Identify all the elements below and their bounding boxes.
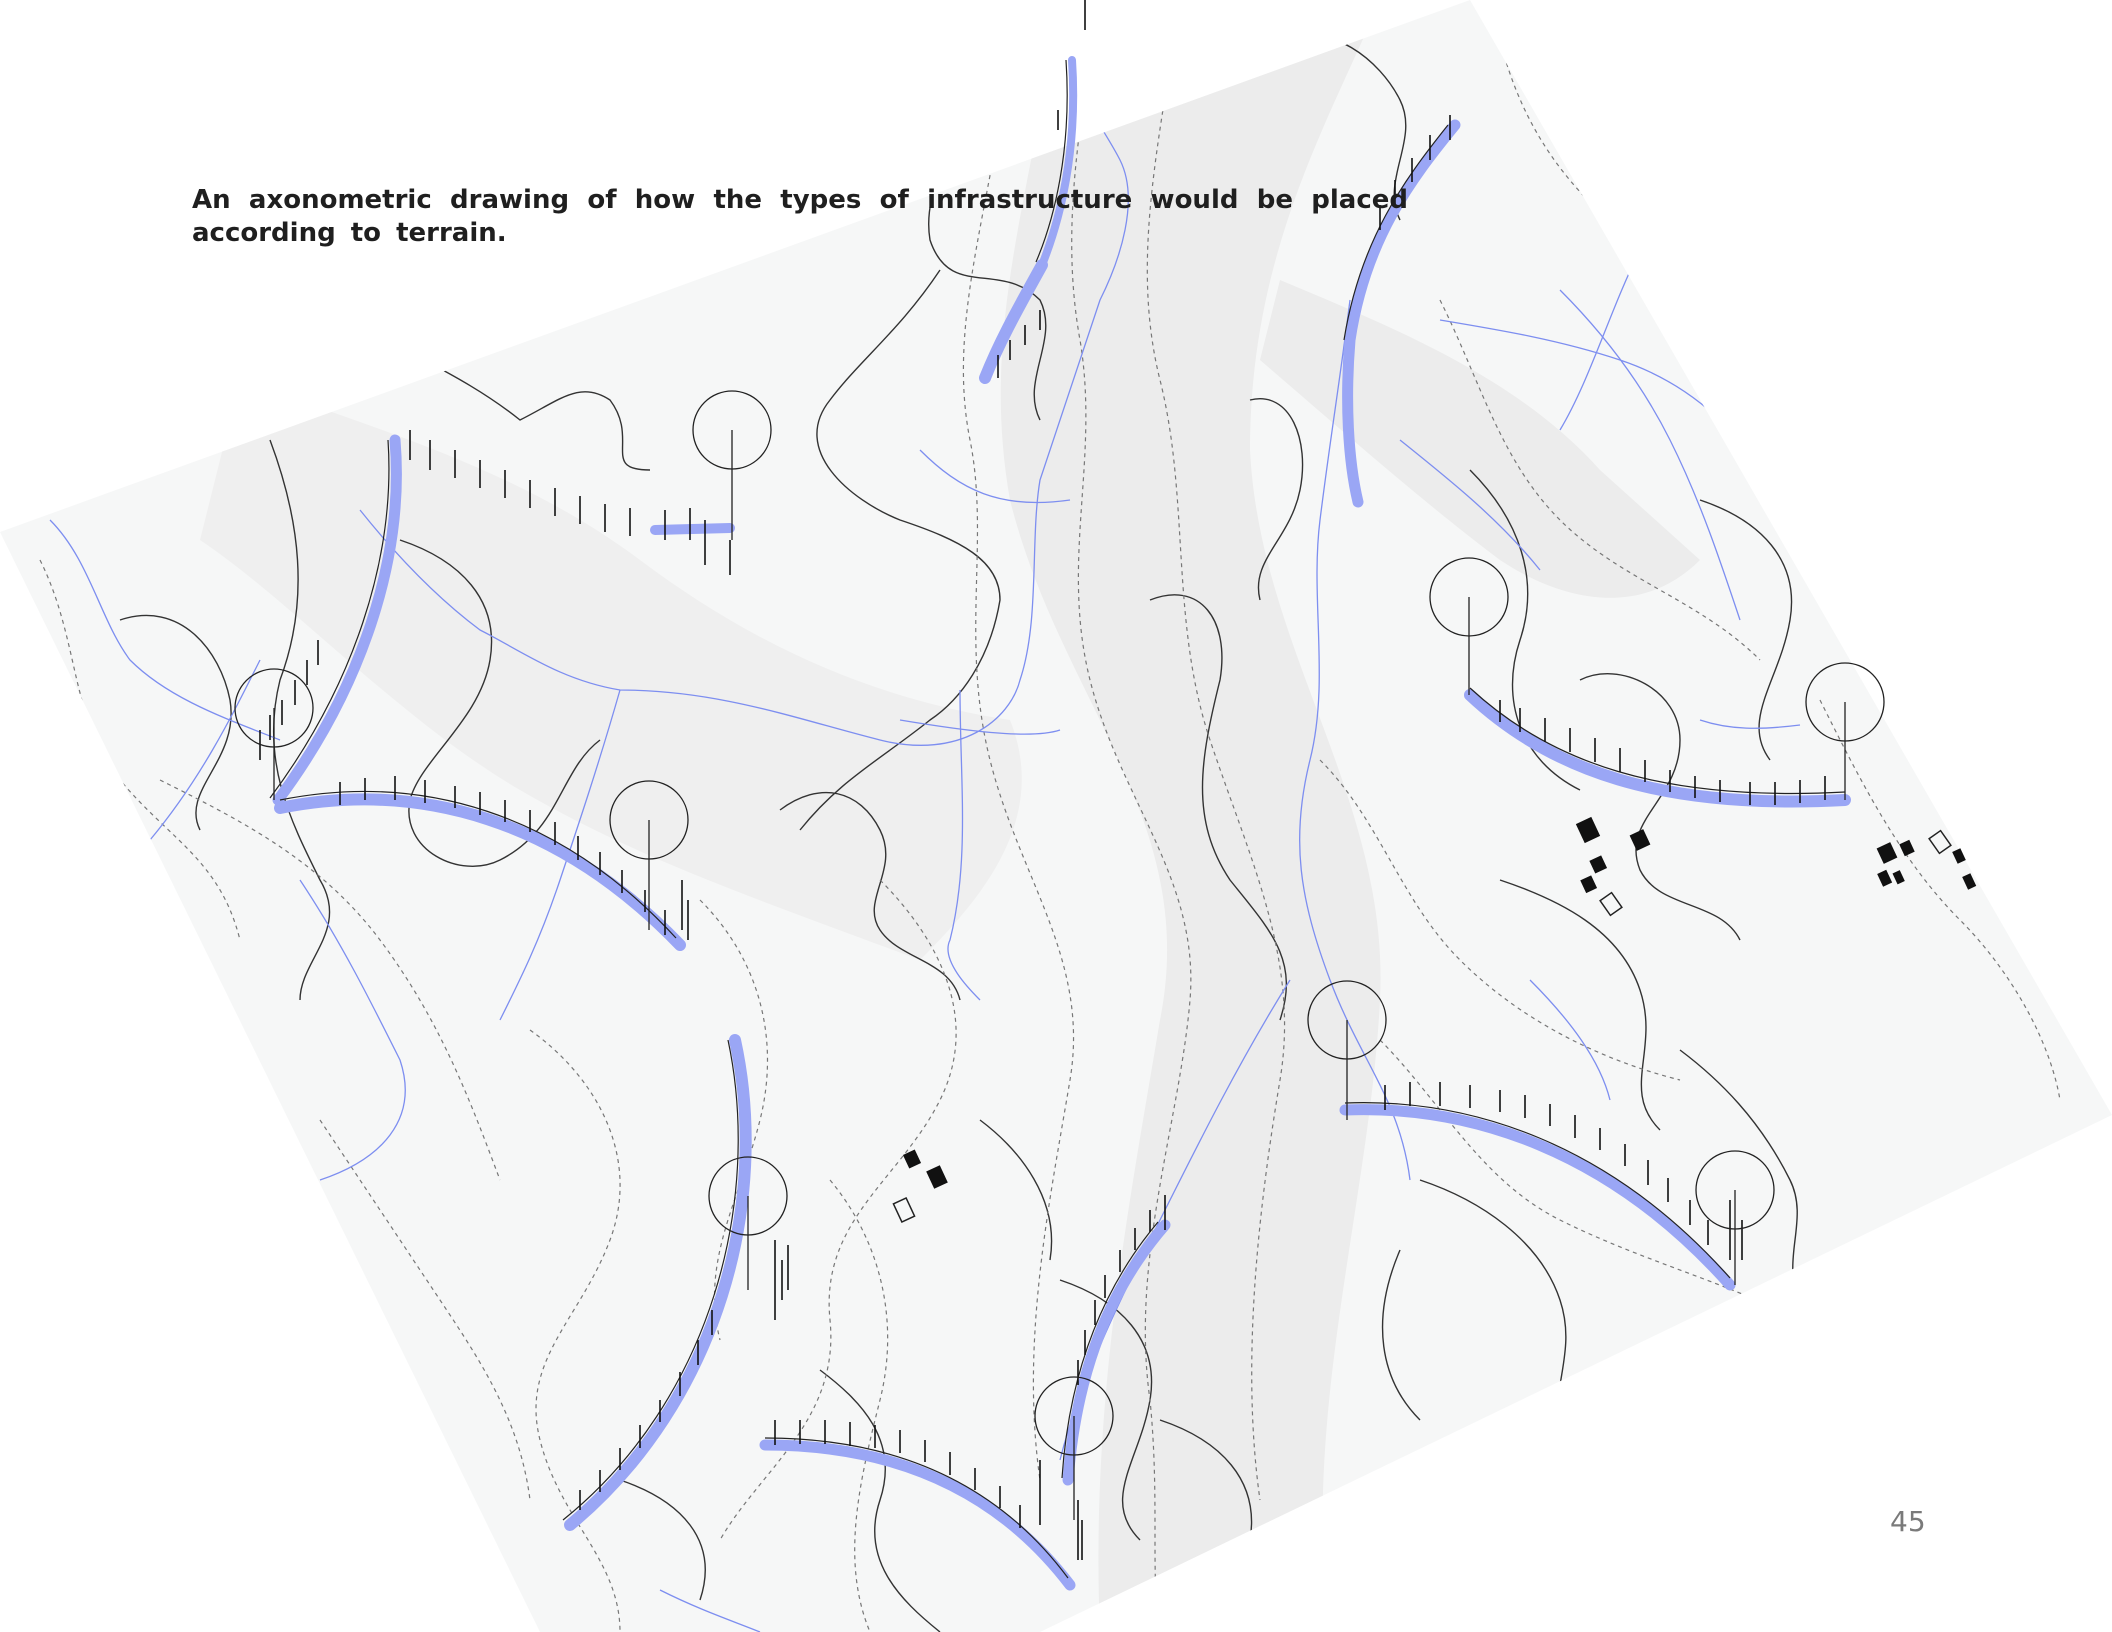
page-number: 45 (1890, 1505, 1926, 1538)
figure-caption: An axonometric drawing of how the types … (192, 185, 1408, 248)
building-outline-icon (892, 829, 1952, 1224)
ramp (1062, 1219, 1171, 1486)
ramp (274, 793, 686, 951)
ramp (759, 1439, 1076, 1591)
ramp (1339, 1104, 1736, 1291)
ramp (1342, 119, 1461, 508)
ramp (1464, 689, 1851, 808)
dashed-contours (39, 0, 2061, 1632)
valley-shade (200, 380, 1022, 960)
ramp (979, 259, 1048, 384)
tower-circles (234, 390, 1885, 1520)
ramp (1038, 56, 1078, 269)
valley-shade (1000, 0, 1381, 1632)
building-block-icon (902, 816, 1977, 1189)
ramp (564, 1034, 752, 1531)
ramp (650, 523, 735, 535)
valley-shade (1260, 280, 1700, 598)
ramp (272, 434, 402, 806)
suspension-tower-icon (259, 0, 1826, 1560)
infrastructure-paths (272, 56, 1851, 1591)
